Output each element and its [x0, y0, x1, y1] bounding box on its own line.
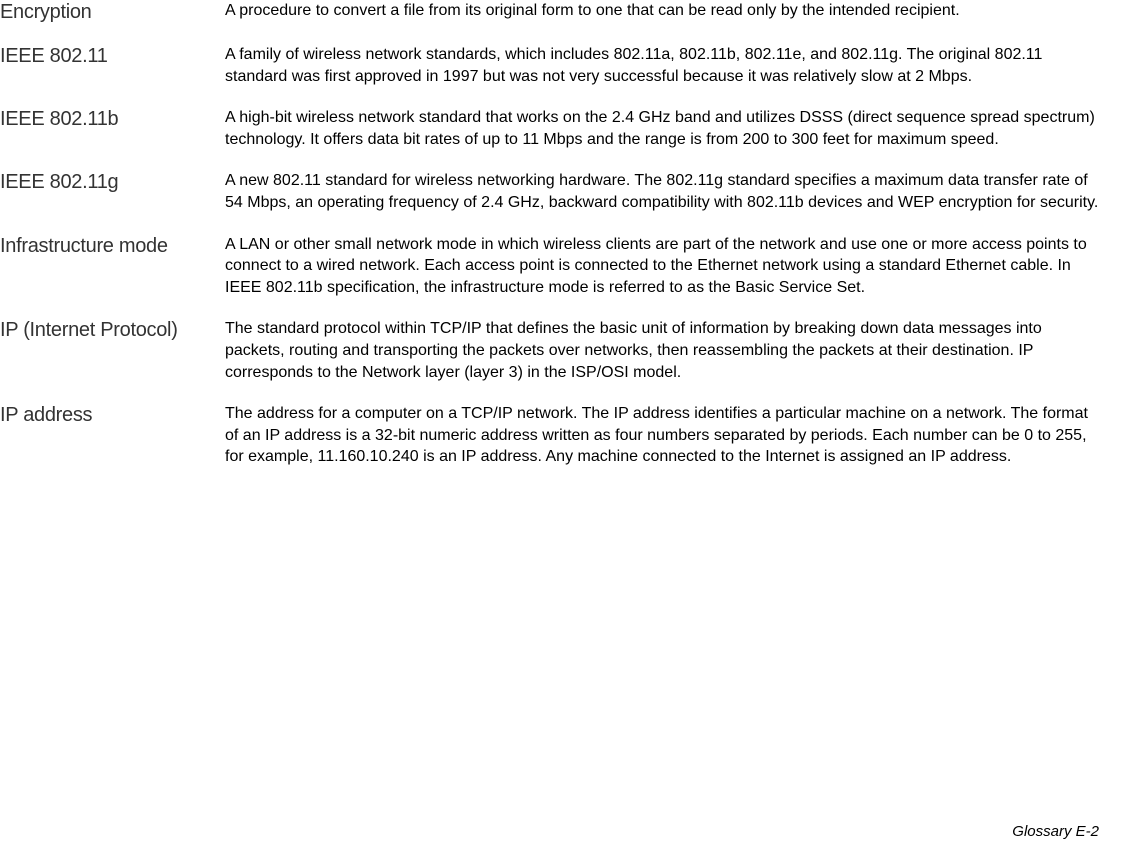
page-footer: Glossary E-2 — [1012, 823, 1099, 840]
glossary-term: Encryption — [0, 0, 225, 24]
glossary-entry: IEEE 802.11b A high-bit wireless network… — [0, 107, 1129, 150]
glossary-content: Encryption A procedure to convert a file… — [0, 0, 1129, 468]
glossary-term: IEEE 802.11g — [0, 170, 225, 194]
glossary-term: Infrastructure mode — [0, 234, 225, 258]
glossary-definition: A LAN or other small network mode in whi… — [225, 234, 1129, 299]
glossary-definition: A family of wireless network standards, … — [225, 44, 1129, 87]
glossary-definition: A new 802.11 standard for wireless netwo… — [225, 170, 1129, 213]
glossary-entry: IP (Internet Protocol) The standard prot… — [0, 318, 1129, 383]
glossary-term: IP (Internet Protocol) — [0, 318, 225, 342]
glossary-entry: IEEE 802.11g A new 802.11 standard for w… — [0, 170, 1129, 213]
glossary-entry: Encryption A procedure to convert a file… — [0, 0, 1129, 24]
glossary-definition: A procedure to convert a file from its o… — [225, 0, 1129, 22]
glossary-term: IEEE 802.11 — [0, 44, 225, 68]
glossary-definition: A high-bit wireless network standard tha… — [225, 107, 1129, 150]
glossary-term: IEEE 802.11b — [0, 107, 225, 131]
glossary-entry: IP address The address for a computer on… — [0, 403, 1129, 468]
glossary-definition: The address for a computer on a TCP/IP n… — [225, 403, 1129, 468]
glossary-entry: IEEE 802.11 A family of wireless network… — [0, 44, 1129, 87]
glossary-term: IP address — [0, 403, 225, 427]
glossary-definition: The standard protocol within TCP/IP that… — [225, 318, 1129, 383]
glossary-entry: Infrastructure mode A LAN or other small… — [0, 234, 1129, 299]
